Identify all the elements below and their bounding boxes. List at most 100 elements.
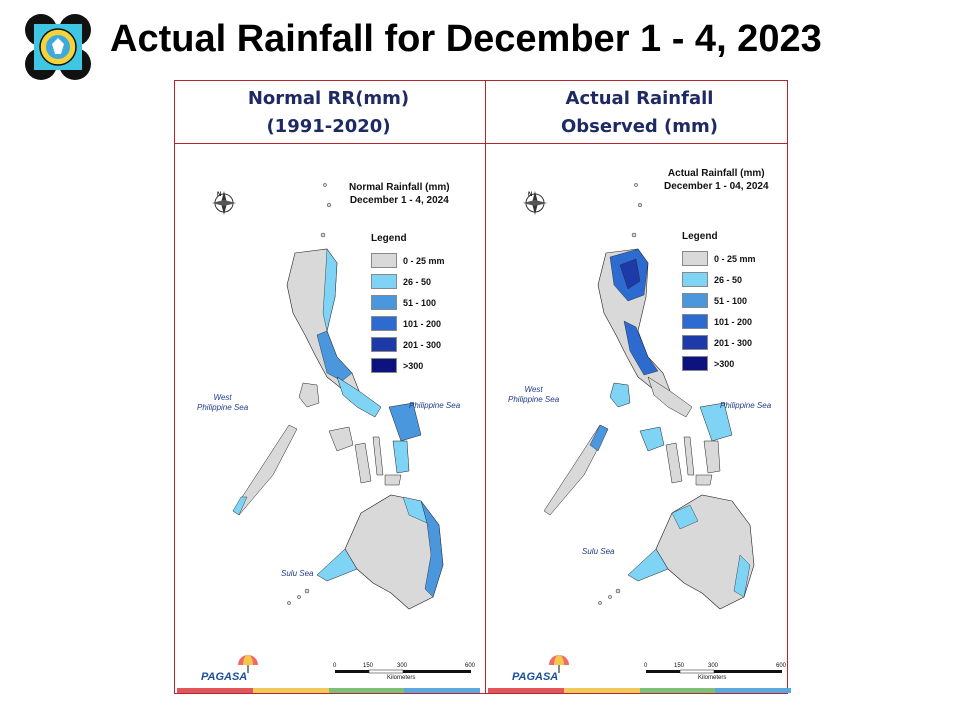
bicol-landmass xyxy=(336,376,382,418)
legend-item: 26 - 50 xyxy=(371,271,445,292)
legend-label: 101 - 200 xyxy=(403,318,442,329)
legend-label: 101 - 200 xyxy=(714,316,753,327)
sea-label-west-line2: Philippine Sea xyxy=(508,395,560,404)
sea-label-west: West Philippine Sea xyxy=(508,385,559,405)
scale-bar xyxy=(646,669,782,674)
legend-label: 201 - 300 xyxy=(714,337,753,348)
legend-title: Legend xyxy=(682,231,718,242)
panel-header-line2: (1991-2020) xyxy=(266,116,391,137)
bohol-landmass xyxy=(384,474,402,486)
mindoro-landmass xyxy=(609,382,631,408)
legend-swatch xyxy=(682,293,708,308)
leyte-landmass xyxy=(703,440,721,474)
compass-rose-icon xyxy=(212,191,236,215)
panel-header-line2: Observed (mm) xyxy=(560,116,719,137)
panel-header: Actual Rainfall Observed (mm) xyxy=(488,85,791,141)
panel-header-line1: Actual Rainfall xyxy=(565,88,714,109)
footer-strip-red xyxy=(488,688,564,693)
footer-color-strip xyxy=(488,688,791,693)
legend-item: >300 xyxy=(371,355,445,376)
sea-label-west: West Philippine Sea xyxy=(197,393,248,413)
page-title: Actual Rainfall for December 1 - 4, 2023 xyxy=(110,18,822,60)
compass-letter-n: N xyxy=(217,192,222,198)
samar-landmass xyxy=(699,402,733,442)
legend-item: 201 - 300 xyxy=(371,334,445,355)
legend-label: >300 xyxy=(714,358,735,369)
footer-strip-blue xyxy=(715,688,791,693)
scale-bar xyxy=(335,669,471,674)
legend-label: 51 - 100 xyxy=(403,297,437,308)
legend-swatch xyxy=(371,337,397,352)
legend-label: 51 - 100 xyxy=(714,295,748,306)
legend-item: 201 - 300 xyxy=(682,332,756,353)
scale-unit: Kilometers xyxy=(698,675,727,681)
normal-rainfall-map xyxy=(212,183,471,674)
footer-color-strip xyxy=(177,688,480,693)
panel-header-line1: Normal RR(mm) xyxy=(247,88,410,109)
legend-item: 26 - 50 xyxy=(682,269,756,290)
mindanao-northeast-rain xyxy=(402,496,428,524)
panel-header: Normal RR(mm) (1991-2020) xyxy=(177,85,480,141)
compass-rose-icon xyxy=(523,191,547,215)
legend-item: 51 - 100 xyxy=(682,290,756,311)
pagasa-seal-logo xyxy=(24,14,92,80)
maps-frame: Normal RR(mm) (1991-2020) xyxy=(174,80,791,694)
legend-swatch xyxy=(682,314,708,329)
legend-swatch xyxy=(371,316,397,331)
legend: Legend 0 - 25 mm 26 - 50 51 - 100 101 - … xyxy=(682,231,756,374)
sea-label-south: Sulu Sea xyxy=(582,547,615,556)
sea-label-east: Philippine Sea xyxy=(720,401,772,410)
sea-label-east: Philippine Sea xyxy=(409,401,461,410)
legend-label: 201 - 300 xyxy=(403,339,442,350)
cebu-landmass xyxy=(372,436,384,476)
legend-title: Legend xyxy=(371,233,407,244)
map-title: Normal Rainfall (mm) December 1 - 4, 202… xyxy=(349,181,450,207)
footer-strip-yellow xyxy=(252,688,329,693)
mindanao-southeast-rain xyxy=(733,554,751,598)
footer-strip-blue xyxy=(404,688,480,693)
bicol-landmass xyxy=(647,376,693,418)
legend: Legend 0 - 25 mm 26 - 50 51 - 100 101 - … xyxy=(371,233,445,376)
legend-swatch xyxy=(371,274,397,289)
panay-landmass xyxy=(639,426,665,452)
legend-item: 0 - 25 mm xyxy=(371,250,445,271)
legend-label: 26 - 50 xyxy=(403,276,432,287)
scale-tick: 0 xyxy=(644,663,648,669)
umbrella-icon xyxy=(238,655,258,673)
luzon-central-rain xyxy=(623,320,659,376)
legend-swatch xyxy=(371,253,397,268)
legend-swatch xyxy=(371,358,397,373)
header-divider xyxy=(175,143,787,144)
scale-tick: 150 xyxy=(363,663,374,669)
luzon-north-core-rain xyxy=(619,258,641,290)
sea-label-west-line1: West xyxy=(213,393,232,402)
legend-item: 0 - 25 mm xyxy=(682,248,756,269)
sea-label-west-line1: West xyxy=(524,385,543,394)
scale-tick: 0 xyxy=(333,663,337,669)
footer-strip-yellow xyxy=(563,688,640,693)
legend-label: >300 xyxy=(403,360,424,371)
samar-landmass xyxy=(388,402,422,442)
negros-landmass xyxy=(354,442,372,484)
map-title: Actual Rainfall (mm) December 1 - 04, 20… xyxy=(664,167,769,193)
sea-label-west-line2: Philippine Sea xyxy=(197,403,249,412)
compass-letter-n: N xyxy=(528,192,533,198)
sea-label-south: Sulu Sea xyxy=(281,569,314,578)
scale-tick: 300 xyxy=(397,663,408,669)
mindoro-landmass xyxy=(298,382,320,408)
scale-tick: 600 xyxy=(776,663,787,669)
scale-tick: 600 xyxy=(465,663,476,669)
panay-landmass xyxy=(328,426,354,452)
cebu-landmass xyxy=(683,436,695,476)
map-title-line2: December 1 - 04, 2024 xyxy=(664,181,769,192)
mindanao-east-rain xyxy=(420,500,444,598)
actual-rainfall-panel: Actual Rainfall Observed (mm) xyxy=(488,81,791,693)
footer-strip-green xyxy=(639,688,716,693)
normal-rainfall-panel: Normal RR(mm) (1991-2020) xyxy=(177,81,480,693)
map-title-line2: December 1 - 4, 2024 xyxy=(349,195,449,206)
bohol-landmass xyxy=(695,474,713,486)
legend-swatch xyxy=(371,295,397,310)
actual-rainfall-map xyxy=(523,183,782,674)
mindanao-north-rain xyxy=(671,504,699,530)
legend-swatch xyxy=(682,251,708,266)
